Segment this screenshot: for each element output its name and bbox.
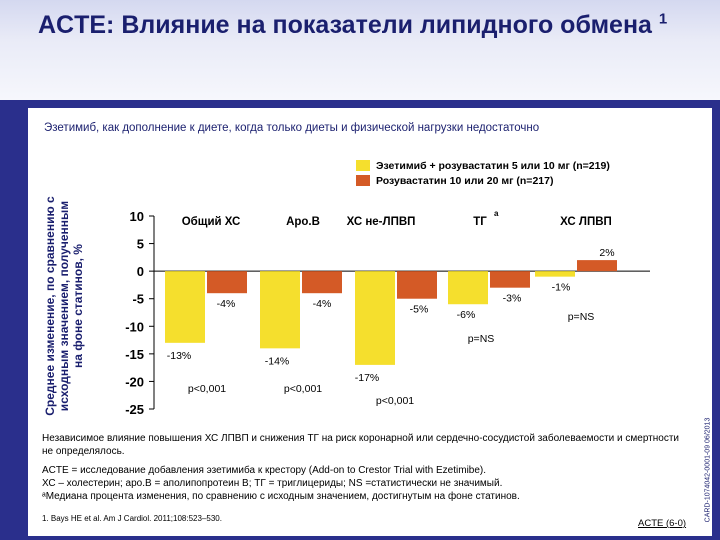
bar-label-s2-c4: -3% xyxy=(503,293,522,305)
bar-s2-c2 xyxy=(302,271,342,294)
subtitle: Эзетимиб, как дополнение к диете, когда … xyxy=(44,122,540,134)
title-text: ACTE: Влияние на показатели липидного об… xyxy=(38,11,652,39)
category-label-4: ТГ xyxy=(473,216,487,228)
bar-s1-c4 xyxy=(448,271,488,305)
bar-s1-c5 xyxy=(535,271,575,277)
bar-label-s2-c2: -4% xyxy=(313,298,332,310)
p-value-1: p<0,001 xyxy=(188,383,226,395)
bar-s2-c1 xyxy=(207,271,247,294)
y-tick-label: -25 xyxy=(125,402,144,417)
side-code: CARD-1074042-0001-09 06/2013 xyxy=(704,417,712,523)
footnote-acte: ACTE = исследование добавления эзетимиба… xyxy=(42,465,487,476)
footnotes: Независимое влияние повышения ХС ЛПВП и … xyxy=(42,432,682,503)
bar-s1-c3 xyxy=(355,271,395,365)
y-tick-label: -5 xyxy=(132,292,144,307)
p-value-2: p<0,001 xyxy=(284,383,322,395)
bar-label-s1-c5: -1% xyxy=(552,282,571,294)
title-footnote-sup: 1 xyxy=(658,10,668,28)
category-label-2: Apo.B xyxy=(286,216,320,228)
header-band xyxy=(0,0,720,100)
footnote-independent-effect: Независимое влияние повышения ХС ЛПВП и … xyxy=(42,433,679,457)
bar-label-s1-c3: -17% xyxy=(355,372,380,384)
footnote-median: ᵃМедиана процента изменения, по сравнени… xyxy=(42,491,520,502)
y-tick-label: 0 xyxy=(137,264,144,279)
bar-label-s1-c2: -14% xyxy=(265,355,290,367)
bar-label-s2-c3: -5% xyxy=(410,304,429,316)
legend-label-2: Розувастатин 10 или 20 мг (n=217) xyxy=(376,175,553,187)
bar-label-s2-c5: 2% xyxy=(599,247,614,259)
y-tick-label: 5 xyxy=(137,237,144,252)
bar-s2-c3 xyxy=(397,271,437,299)
category-sup-4: a xyxy=(494,209,499,218)
footnote-abbreviations: ХС – холестерин; apo.B = аполипопротеин … xyxy=(42,478,503,489)
bar-s1-c1 xyxy=(165,271,205,343)
y-tick-label: -15 xyxy=(125,347,144,362)
bar-s2-c5 xyxy=(577,260,617,272)
bar-label-s1-c4: -6% xyxy=(457,309,476,321)
slide-id: ACTE (6-0) xyxy=(638,518,687,529)
legend-swatch-1 xyxy=(356,160,370,171)
bar-label-s2-c1: -4% xyxy=(217,298,236,310)
bar-label-s1-c1: -13% xyxy=(167,350,192,362)
reference: 1. Bays HE et al. Am J Cardiol. 2011;108… xyxy=(42,514,222,523)
category-label-3: ХС не-ЛПВП xyxy=(347,216,416,228)
bar-s1-c2 xyxy=(260,271,300,349)
bar-s2-c4 xyxy=(490,271,530,288)
category-label-1: Общий ХС xyxy=(182,216,241,228)
legend-swatch-2 xyxy=(356,175,370,186)
p-value-4: p=NS xyxy=(468,333,495,345)
page-title: ACTE: Влияние на показатели липидного об… xyxy=(38,10,678,40)
y-tick-label: 10 xyxy=(130,209,144,224)
category-label-5: ХС ЛПВП xyxy=(560,216,612,228)
p-value-3: p<0,001 xyxy=(376,395,414,407)
legend-label-1: Эзетимиб + розувастатин 5 или 10 мг (n=2… xyxy=(376,160,610,172)
y-tick-label: -10 xyxy=(125,319,144,334)
y-tick-label: -20 xyxy=(125,374,144,389)
p-value-5: p=NS xyxy=(568,311,595,323)
